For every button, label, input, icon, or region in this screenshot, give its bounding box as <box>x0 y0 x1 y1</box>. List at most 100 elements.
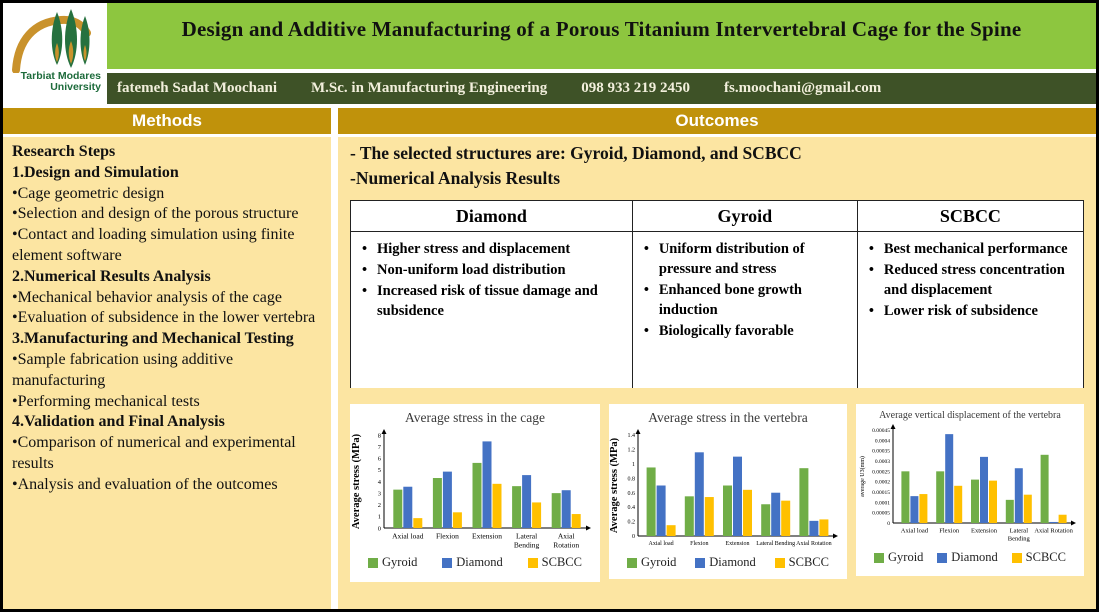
chart-card-vertebra-stress: Average stress in the vertebra 0 0.2 0.4 0.… <box>609 404 847 579</box>
svg-text:Average stress (MPa): Average stress (MPa) <box>609 437 620 533</box>
svg-text:Bending: Bending <box>1007 536 1030 543</box>
legend-swatch-diamond <box>937 552 948 563</box>
svg-text:0.0004: 0.0004 <box>874 438 889 444</box>
table-column-diamond: Diamond Higher stress and displacement N… <box>351 201 633 388</box>
table-header-scbcc: SCBCC <box>857 201 1083 232</box>
methods-line: Research Steps <box>12 143 116 160</box>
methods-line: •Performing mechanical tests <box>12 392 200 410</box>
bar-diamond-1 <box>442 471 452 528</box>
bar-gyroid-1 <box>432 478 442 528</box>
svg-text:Flexion: Flexion <box>435 532 458 541</box>
legend-swatch-scbcc <box>527 557 538 568</box>
bar-diamond-4 <box>1049 521 1058 523</box>
methods-line: •Cage geometric design <box>12 184 165 202</box>
legend-item-diamond: Diamond <box>937 550 998 565</box>
outcomes-intro: - The selected structures are: Gyroid, D… <box>350 141 1084 190</box>
chart-title: Average vertical displacement of the ver… <box>879 410 1061 421</box>
svg-text:Axial Rotation: Axial Rotation <box>1034 528 1073 535</box>
author-name: fatemeh Sadat Moochani <box>117 80 277 96</box>
bar-diamond-1 <box>694 452 704 536</box>
svg-text:average U3(mm): average U3(mm) <box>859 456 866 497</box>
university-logo: Tarbiat Modares University <box>3 3 107 106</box>
table-bullet: Biologically favorable <box>637 321 851 341</box>
bar-diamond-0 <box>656 485 666 536</box>
svg-text:0.0003: 0.0003 <box>874 459 889 465</box>
svg-text:4: 4 <box>377 479 381 486</box>
bar-gyroid-3 <box>1005 499 1014 523</box>
svg-text:0.0002: 0.0002 <box>874 480 889 486</box>
legend-swatch-gyroid <box>627 557 637 568</box>
bar-scbcc-4 <box>819 519 829 536</box>
legend-label-scbcc: SCBCC <box>541 555 582 569</box>
title-bar: Design and Additive Manufacturing of a P… <box>107 3 1096 69</box>
svg-text:0.00005: 0.00005 <box>872 511 890 517</box>
methods-section-header: Methods <box>3 108 331 134</box>
svg-text:Bending: Bending <box>513 541 539 550</box>
bar-gyroid-0 <box>646 467 656 536</box>
methods-line: •Comparison of numerical and experimenta… <box>12 434 296 472</box>
methods-line: •Contact and loading simulation using fi… <box>12 226 295 264</box>
svg-text:0.00025: 0.00025 <box>872 469 890 475</box>
author-phone: 098 933 219 2450 <box>581 80 691 96</box>
legend-swatch-gyroid <box>874 552 884 563</box>
legend-swatch-scbcc <box>1011 552 1022 563</box>
author-bar: fatemeh Sadat Moochani M.Sc. in Manufact… <box>107 73 1096 104</box>
legend-swatch-scbcc <box>774 557 785 568</box>
legend-label-gyroid: Gyroid <box>382 555 418 569</box>
svg-text:1.2: 1.2 <box>628 448 636 454</box>
svg-text:Rotation: Rotation <box>553 541 579 550</box>
legend-label-gyroid: Gyroid <box>888 550 924 564</box>
methods-line: 4.Validation and Final Analysis <box>12 413 225 431</box>
bar-gyroid-4 <box>551 493 561 528</box>
bar-gyroid-2 <box>723 485 732 536</box>
chart-legend: Gyroid Diamond SCBCC <box>856 550 1084 565</box>
bar-diamond-1 <box>944 434 953 523</box>
university-name-line1: Tarbiat Modares <box>20 70 101 82</box>
bar-diamond-0 <box>909 496 918 523</box>
bar-diamond-0 <box>402 486 412 528</box>
table-column-gyroid: Gyroid Uniform distribution of pressure … <box>632 201 858 388</box>
bar-diamond-3 <box>1014 468 1023 523</box>
structure-comparison-table: Diamond Higher stress and displacement N… <box>350 200 1084 388</box>
svg-text:0: 0 <box>632 534 635 540</box>
methods-line: 1.Design and Simulation <box>12 163 179 181</box>
author-degree: M.Sc. in Manufacturing Engineering <box>311 80 548 96</box>
methods-line: •Evaluation of subsidence in the lower v… <box>12 309 316 327</box>
bar-scbcc-0 <box>666 525 676 536</box>
methods-line: •Analysis and evaluation of the outcomes <box>12 475 278 493</box>
bar-scbcc-1 <box>704 497 714 536</box>
svg-text:Flexion: Flexion <box>690 541 708 547</box>
svg-text:Axial: Axial <box>557 532 574 541</box>
bar-diamond-3 <box>521 475 531 528</box>
bar-gyroid-4 <box>799 468 809 536</box>
university-name-line2: University <box>50 81 101 94</box>
author-email: fs.moochani@gmail.com <box>724 80 882 96</box>
svg-text:8: 8 <box>377 432 380 439</box>
table-header-gyroid: Gyroid <box>632 201 857 232</box>
bar-gyroid-3 <box>761 504 771 536</box>
chart-card-vertebra-displacement: Average vertical displacement of the ver… <box>856 404 1084 576</box>
bar-diamond-4 <box>809 520 819 536</box>
legend-item-gyroid: Gyroid <box>368 555 417 570</box>
outcomes-section-header: Outcomes <box>338 108 1096 134</box>
svg-text:6: 6 <box>377 456 381 463</box>
bar-scbcc-3 <box>531 502 541 528</box>
svg-text:7: 7 <box>377 444 381 451</box>
methods-line: 2.Numerical Results Analysis <box>12 267 211 285</box>
bar-diamond-2 <box>482 441 491 528</box>
table-bullets-gyroid: Uniform distribution of pressure and str… <box>633 232 857 341</box>
svg-text:Axial load: Axial load <box>392 532 424 541</box>
legend-label-diamond: Diamond <box>951 550 998 564</box>
legend-swatch-diamond <box>442 557 453 568</box>
legend-item-scbcc: SCBCC <box>1011 550 1066 565</box>
table-bullet: Non-uniform load distribution <box>355 260 626 280</box>
legend-label-diamond: Diamond <box>709 555 756 569</box>
legend-label-scbcc: SCBCC <box>788 555 829 569</box>
poster-title: Design and Additive Manufacturing of a P… <box>181 16 1022 41</box>
svg-text:0.8: 0.8 <box>628 476 636 482</box>
svg-text:1: 1 <box>377 514 380 521</box>
intro-line-numerical: -Numerical Analysis Results <box>350 167 560 188</box>
university-name: Tarbiat Modares University <box>5 70 103 94</box>
svg-text:0.00015: 0.00015 <box>872 490 890 496</box>
methods-line: •Sample fabrication using additive manuf… <box>12 350 234 389</box>
